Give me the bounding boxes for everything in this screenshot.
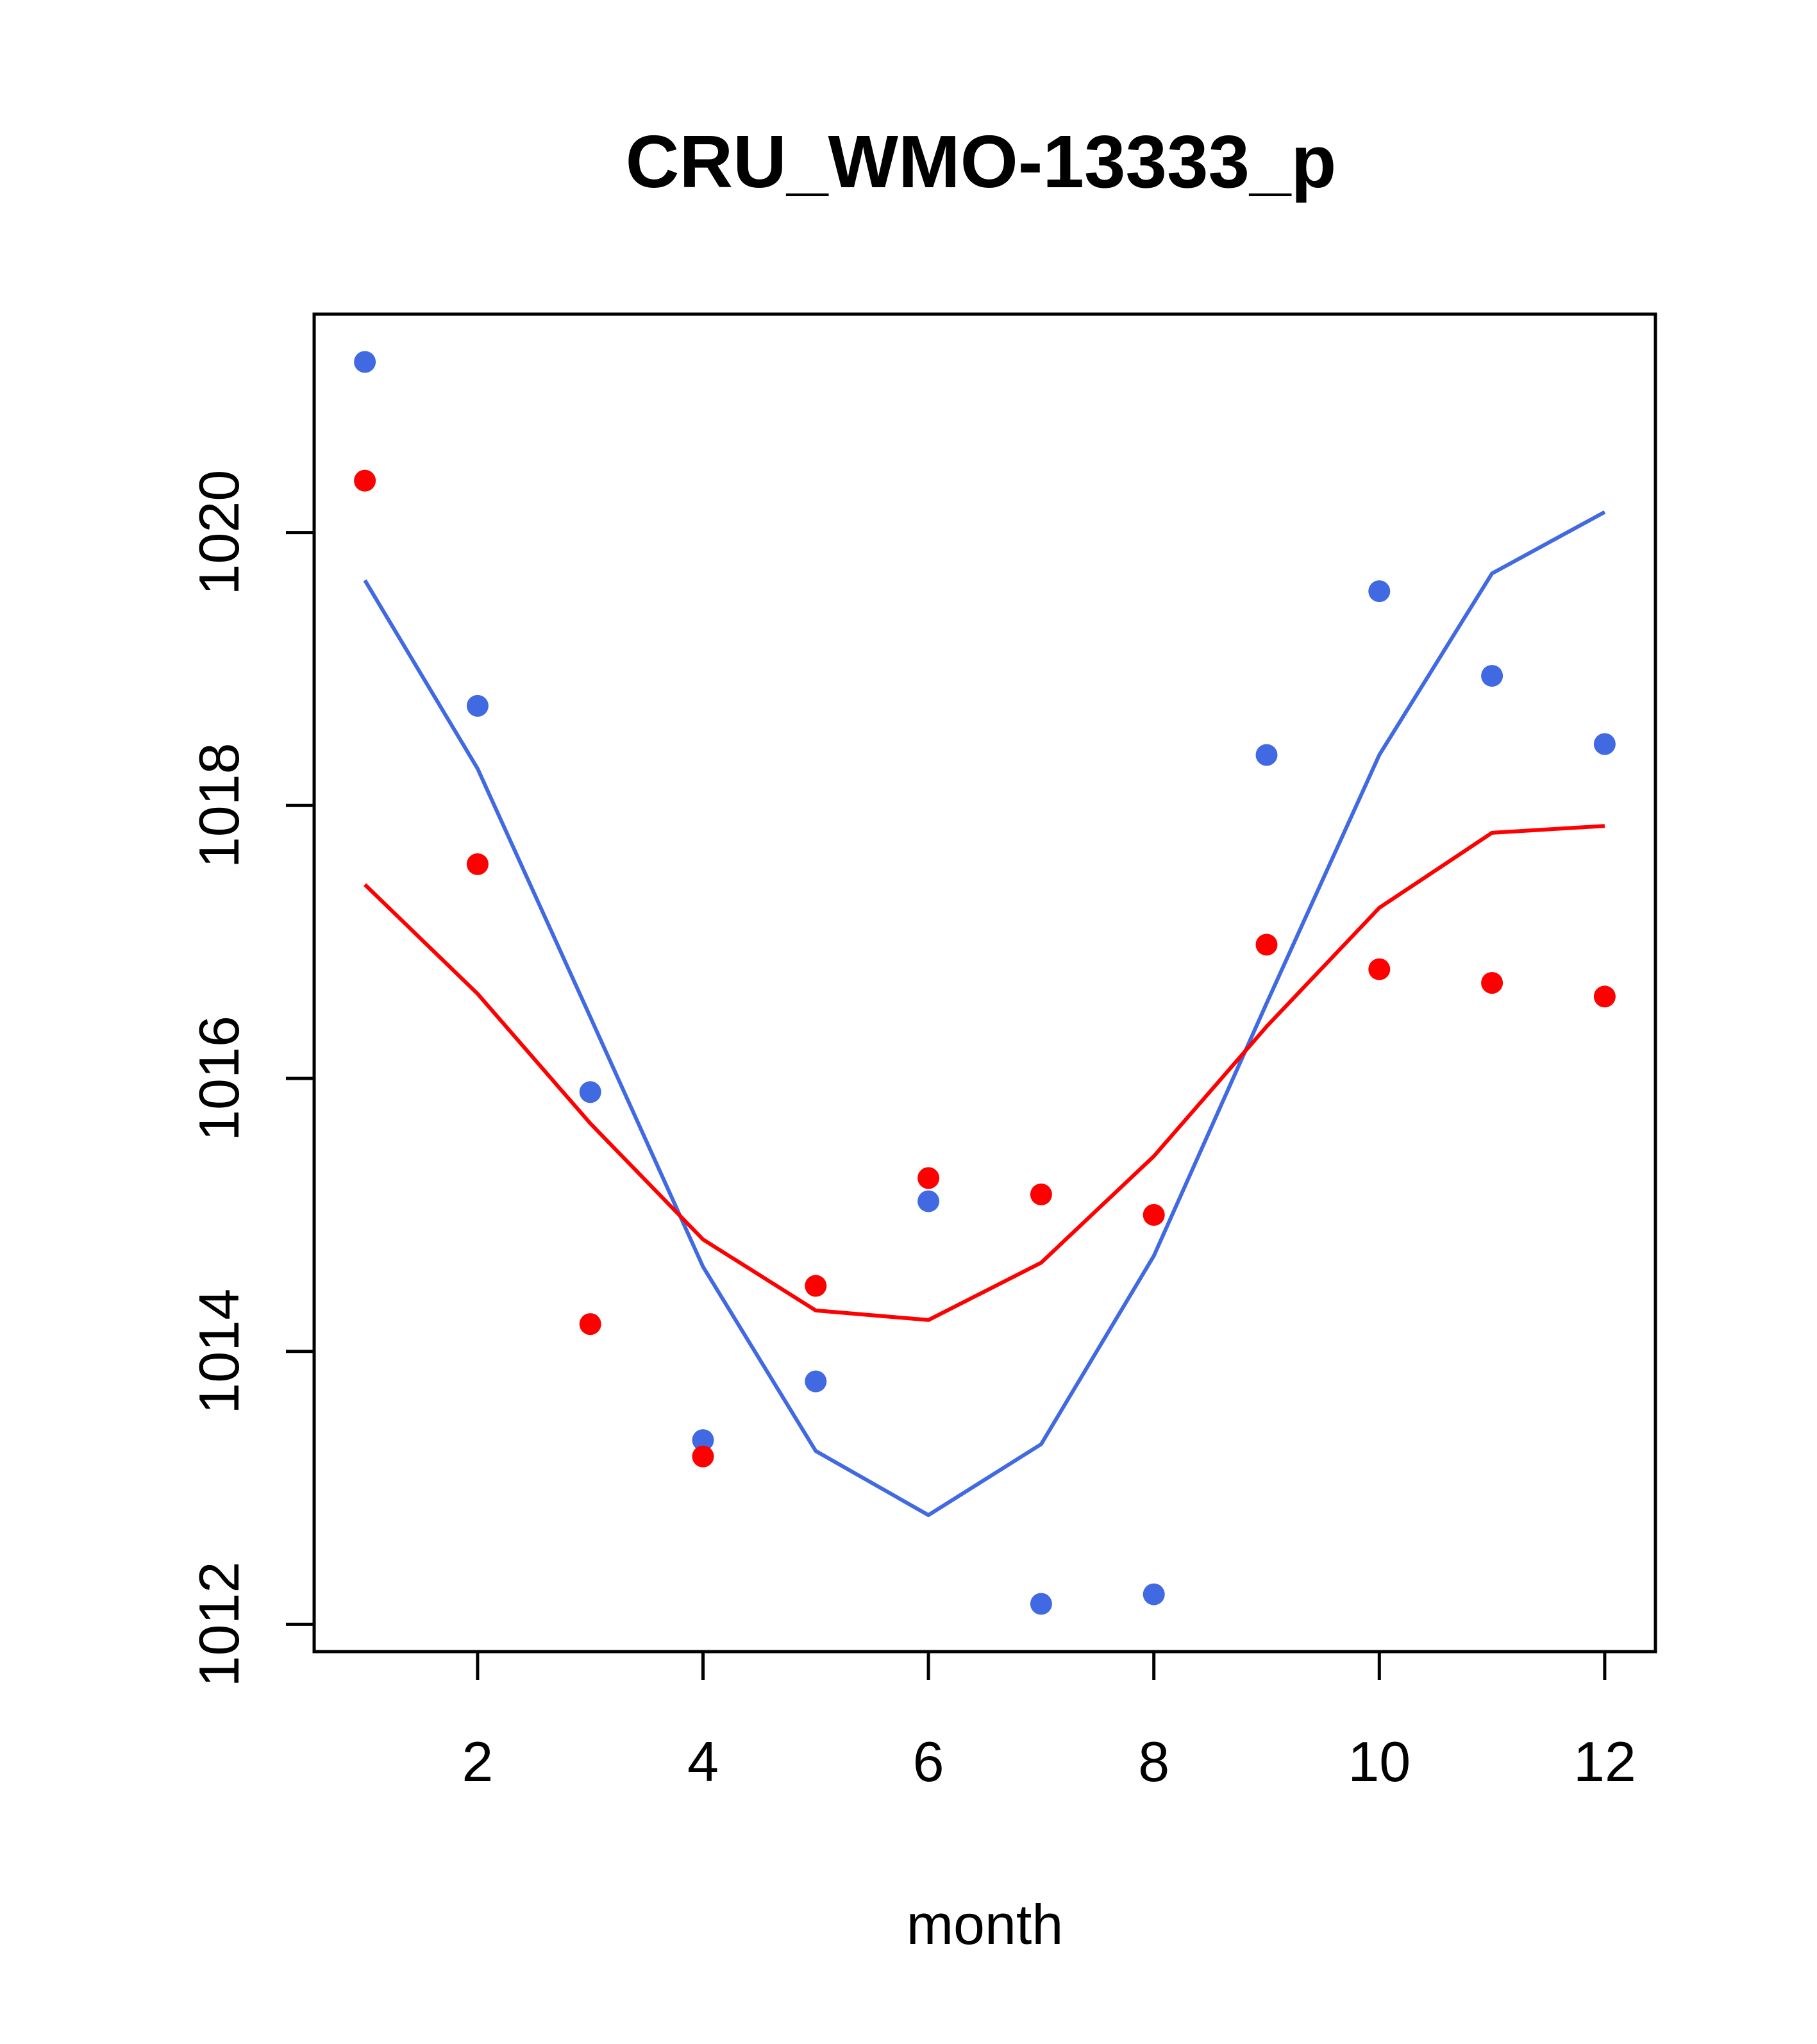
data-point [1481, 665, 1503, 687]
data-point [1255, 934, 1278, 956]
data-point [1255, 744, 1278, 766]
x-tick-label: 10 [1348, 1730, 1411, 1793]
y-axis: 1012 1014 1016 1018 1020 [187, 470, 316, 1688]
chart-title: CRU_WMO-13333_p [626, 120, 1337, 203]
x-tick-label: 6 [913, 1730, 944, 1793]
y-tick-label: 1014 [187, 1289, 251, 1414]
data-point [354, 351, 376, 373]
series-layer [354, 351, 1616, 1615]
data-point [805, 1275, 827, 1297]
y-tick-label: 1012 [187, 1562, 251, 1688]
series-line-2 [363, 510, 1606, 1518]
plot-frame [312, 312, 1657, 1654]
series-line-3 [364, 824, 1605, 1322]
data-point [1481, 972, 1503, 994]
x-tick-label: 12 [1573, 1730, 1636, 1793]
data-point [466, 853, 489, 875]
data-point [1368, 580, 1391, 603]
data-point [466, 694, 489, 717]
y-tick-label: 1016 [187, 1016, 251, 1141]
y-tick-label: 1020 [187, 470, 251, 596]
data-point [354, 469, 376, 492]
data-point [692, 1445, 714, 1468]
y-tick-label: 1018 [187, 742, 251, 868]
data-point [917, 1167, 940, 1189]
x-tick-label: 4 [687, 1730, 719, 1793]
data-point [692, 1429, 714, 1452]
x-axis-title: month [907, 1893, 1064, 1956]
data-point [917, 1190, 940, 1212]
data-point [805, 1370, 827, 1393]
data-point [579, 1081, 601, 1103]
x-axis: 2 4 6 8 10 12 [462, 1650, 1636, 1793]
data-point [1030, 1183, 1052, 1205]
data-point [579, 1313, 601, 1336]
data-point [1368, 958, 1391, 980]
data-point [1593, 733, 1616, 755]
x-tick-label: 8 [1138, 1730, 1169, 1793]
data-point [1143, 1583, 1165, 1605]
x-tick-label: 2 [462, 1730, 493, 1793]
data-point [1030, 1593, 1052, 1615]
data-point [1593, 985, 1616, 1008]
data-point [1143, 1203, 1165, 1226]
